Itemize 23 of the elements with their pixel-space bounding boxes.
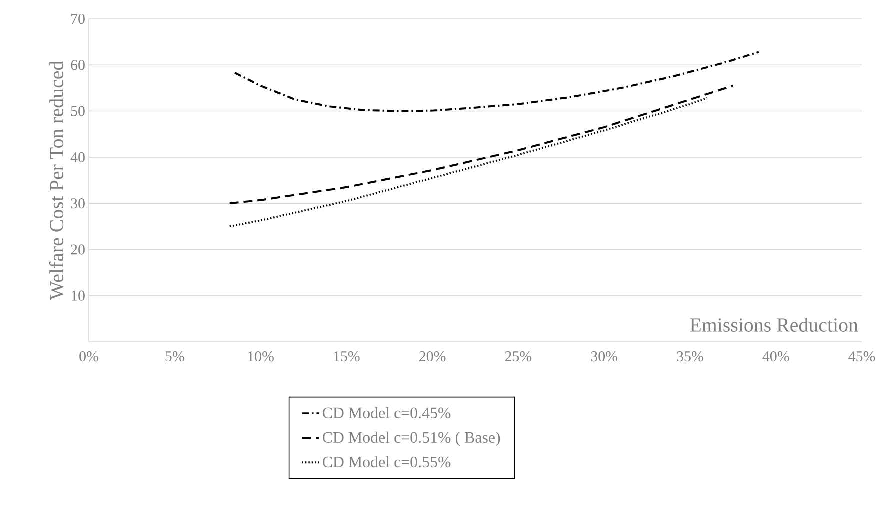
x-tick-label: 20% (420, 352, 446, 362)
x-tick-label: 5% (166, 352, 184, 362)
legend-label: CD Model c=0.55% (322, 456, 451, 468)
x-tick-label: 25% (505, 352, 532, 362)
x-tick-label: 40% (762, 352, 790, 362)
line-series (234, 51, 760, 112)
y-tick-label: 60 (71, 60, 85, 70)
y-tick-label: 50 (71, 106, 85, 116)
legend-label: CD Model c=0.51% ( Base) (322, 432, 500, 446)
x-tick-label: 45% (848, 352, 876, 362)
x-axis-title: Emissions Reduction (690, 318, 858, 332)
y-tick-label: 20 (71, 244, 85, 255)
y-axis-title: Welfare Cost Per Ton reduced (49, 61, 64, 300)
x-tick-label: 10% (248, 352, 274, 362)
x-tick-label: 15% (334, 352, 360, 362)
legend-label: CD Model c=0.45% (322, 407, 451, 419)
x-tick-label: 30% (591, 352, 618, 362)
x-tick-label: 0% (80, 352, 98, 362)
y-tick-label: 10 (72, 290, 85, 301)
x-tick-label: 35% (677, 352, 704, 362)
y-tick-label: 70 (72, 14, 85, 24)
y-tick-label: 30 (71, 198, 85, 209)
y-tick-label: 40 (70, 152, 85, 162)
